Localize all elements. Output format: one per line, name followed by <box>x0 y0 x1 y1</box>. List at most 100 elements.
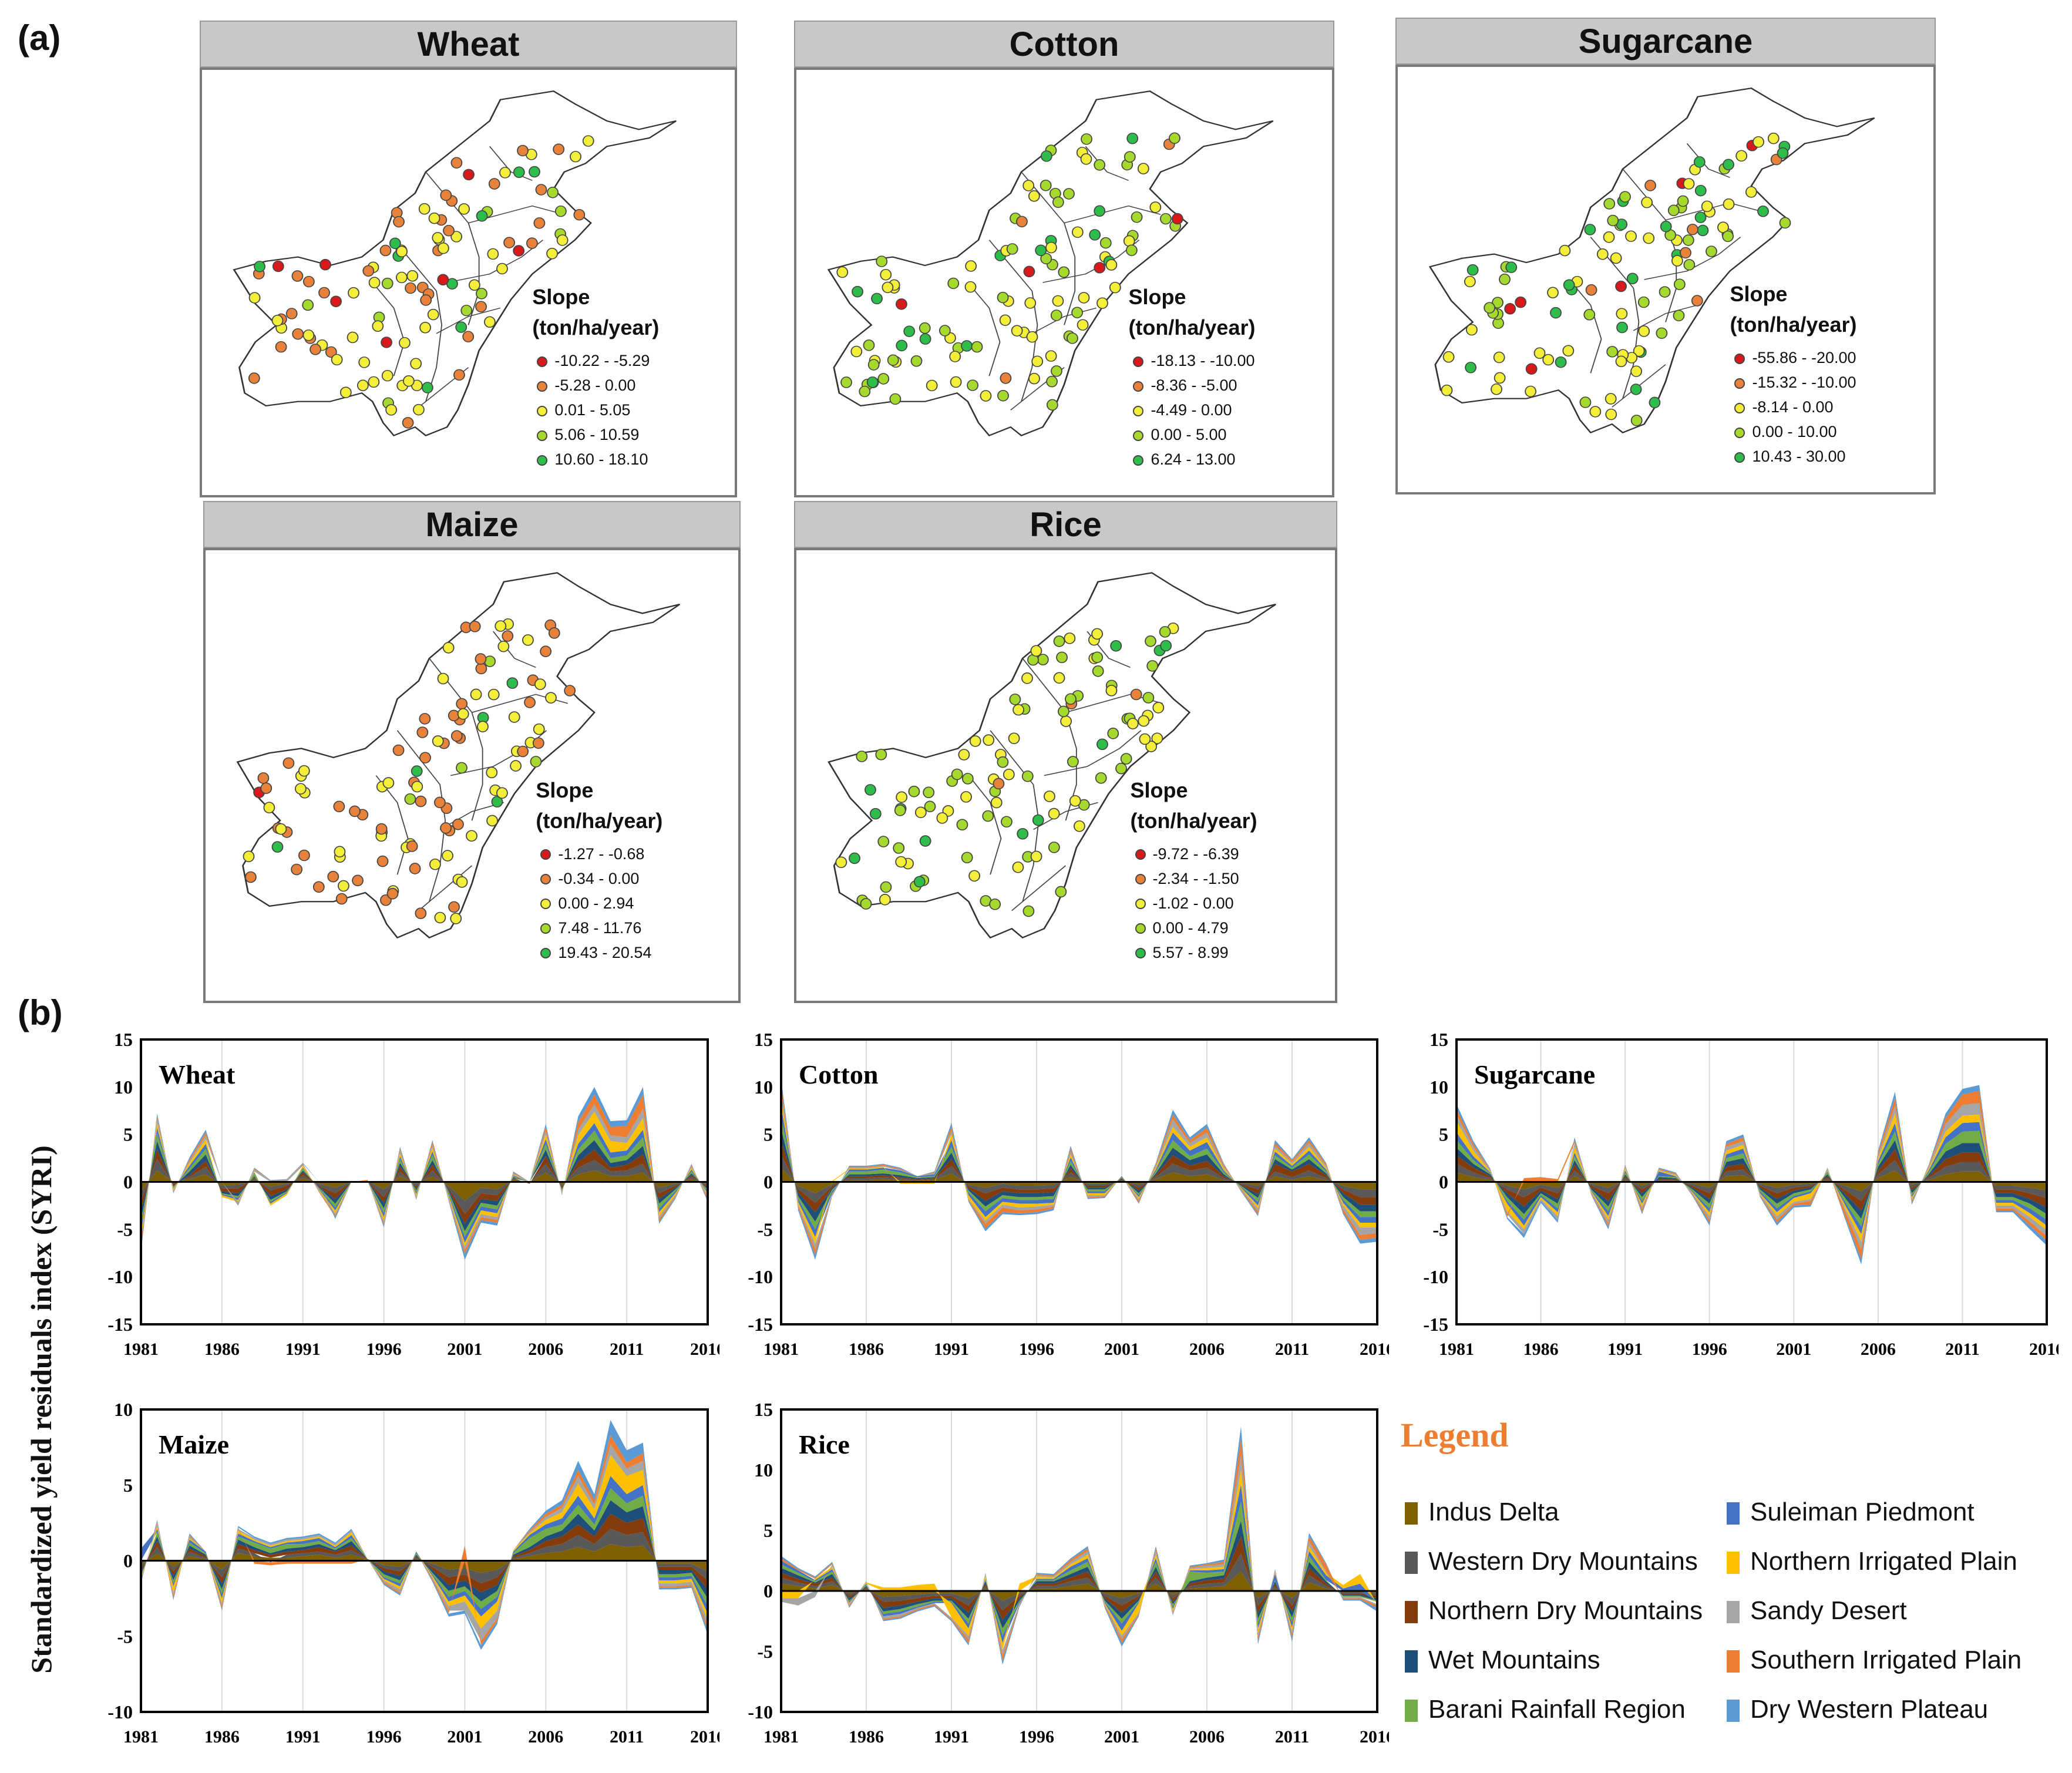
station-dot <box>1035 244 1047 257</box>
station-dot <box>939 325 951 337</box>
station-dot <box>1494 372 1506 384</box>
station-dot <box>292 328 304 340</box>
station-dot <box>1603 198 1616 210</box>
station-dot <box>1693 156 1706 168</box>
station-dot <box>497 640 510 652</box>
station-dot <box>404 793 416 805</box>
station-dot <box>1050 309 1062 321</box>
station-dot <box>1051 365 1062 377</box>
x-tick-label: 2016 <box>2029 1340 2058 1359</box>
station-dot <box>1107 728 1119 739</box>
zone-boundary <box>1064 205 1161 224</box>
syri-chart-rice: -10 -5 0 5 10 15 1981 1986 1991 1996 2001 2006 2011 2… <box>748 1399 1389 1747</box>
legend-range: -1.27 - -0.68 <box>558 845 645 863</box>
station-dot <box>1610 252 1622 264</box>
zone-boundary <box>967 282 1001 376</box>
legend-dot-icon <box>540 849 551 860</box>
station-dot <box>382 777 395 789</box>
station-dot <box>1013 704 1025 716</box>
station-dot <box>434 911 446 924</box>
station-dot <box>1028 372 1040 385</box>
station-dot <box>1053 672 1065 684</box>
zone-boundary <box>1686 143 1730 178</box>
y-tick-label: -10 <box>748 1266 773 1287</box>
legend-swatch-icon <box>1405 1650 1418 1673</box>
map-legend-item: 0.00 - 5.00 <box>1133 422 1227 447</box>
map-legend-item: -10.22 - -5.29 <box>537 348 650 373</box>
station-dot <box>1680 247 1691 259</box>
station-dot <box>433 796 446 809</box>
legend-label: Wet Mountains <box>1428 1646 1600 1674</box>
station-dot <box>333 800 345 813</box>
station-dot <box>368 376 380 388</box>
station-dot <box>1032 814 1044 826</box>
station-dot <box>348 287 359 299</box>
station-dot <box>1030 645 1042 657</box>
legend-label: Sandy Desert <box>1750 1596 1907 1625</box>
x-tick-label: 2016 <box>690 1340 719 1359</box>
station-dot <box>526 237 538 249</box>
station-dot <box>260 782 273 794</box>
station-dot <box>983 734 995 746</box>
station-dot <box>532 737 544 749</box>
map-frame: Slope (ton/ha/year) -9.72 - -6.39 -2.34 - -… <box>794 548 1337 1003</box>
station-dot <box>840 376 852 388</box>
station-dot <box>275 823 287 835</box>
station-dot <box>1694 211 1707 223</box>
station-dot <box>1077 319 1089 331</box>
legend-title: Legend <box>1401 1416 1509 1454</box>
station-dot <box>1493 351 1505 364</box>
y-tick-label: 10 <box>1429 1076 1448 1098</box>
y-tick-label: 15 <box>754 1029 773 1050</box>
station-dot <box>1745 186 1757 198</box>
station-dot <box>245 871 257 883</box>
station-dot <box>1063 188 1075 200</box>
station-dot <box>1142 692 1155 704</box>
legend-range: 0.00 - 10.00 <box>1752 423 1837 440</box>
legend-dot-icon <box>1135 948 1146 959</box>
station-dot <box>415 795 427 808</box>
station-dot <box>1124 151 1136 163</box>
station-dot <box>923 786 935 798</box>
station-dot <box>849 852 860 864</box>
station-dot <box>910 355 923 367</box>
area-series-indus-delta <box>141 1544 708 1573</box>
legend-range: -8.36 - -5.00 <box>1151 376 1237 394</box>
chart-title: Sugarcane <box>1474 1059 1595 1089</box>
station-dot <box>271 841 284 853</box>
station-dot <box>1009 694 1021 705</box>
legend-swatch-icon <box>1727 1700 1740 1722</box>
station-dot <box>1505 261 1518 273</box>
station-dot <box>368 277 381 288</box>
station-dot <box>1152 702 1165 714</box>
station-dot <box>298 765 310 777</box>
station-dot <box>466 830 477 842</box>
station-dot <box>914 806 927 819</box>
x-tick-label: 1981 <box>1439 1340 1474 1359</box>
y-tick-label: -10 <box>107 1266 133 1287</box>
zone-boundary <box>1044 730 1142 776</box>
legend-dot-icon <box>537 455 548 466</box>
station-dot <box>438 242 449 254</box>
station-dot <box>1682 234 1694 246</box>
map-panel-maize: Maize Slope (ton/ha/year) -1.27 - -0.68 -0.3… <box>203 501 741 1003</box>
station-dot <box>1120 753 1132 765</box>
station-dot <box>524 697 536 708</box>
y-tick-label: 0 <box>1439 1172 1448 1193</box>
chart-title: Wheat <box>159 1059 236 1089</box>
station-dot <box>410 358 422 369</box>
station-dot <box>1464 275 1476 288</box>
station-dot <box>372 320 384 332</box>
station-dot <box>1605 393 1617 405</box>
station-dot <box>248 372 260 384</box>
station-dot <box>338 880 349 892</box>
station-dot <box>405 282 416 294</box>
station-dot <box>893 842 905 854</box>
station-dot <box>475 653 487 665</box>
x-tick-label: 1986 <box>204 1727 240 1747</box>
station-dot <box>908 785 920 798</box>
map-legend-item: -2.34 - -1.50 <box>1135 866 1239 891</box>
legend-dot-icon <box>1135 923 1146 934</box>
legend-range: -18.13 - -10.00 <box>1151 352 1255 369</box>
station-dot <box>860 898 872 910</box>
